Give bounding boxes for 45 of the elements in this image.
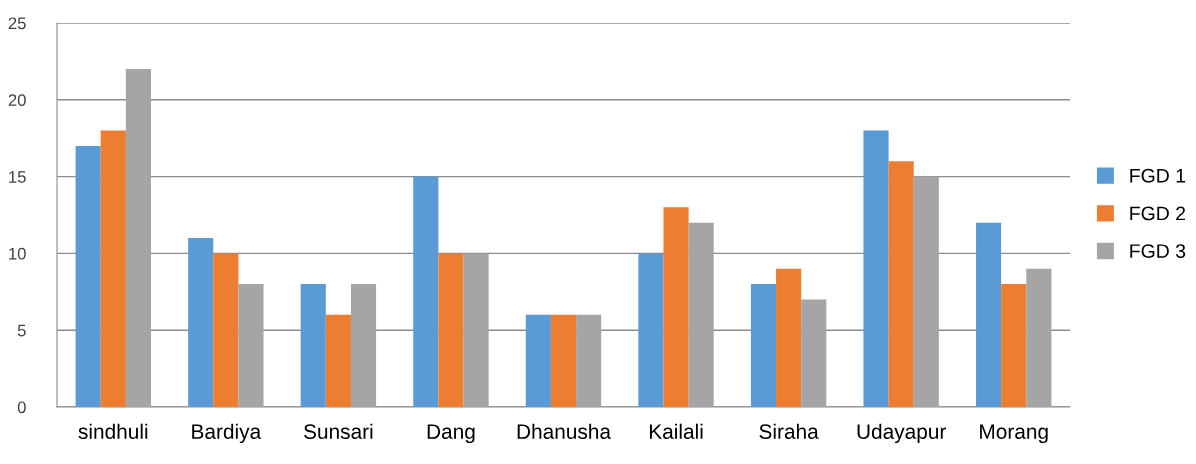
y-tick-label: 20 <box>8 94 26 106</box>
legend-label: FGD 3 <box>1130 244 1186 258</box>
y-tick-label: 15 <box>9 171 26 183</box>
bar <box>750 284 777 407</box>
bar <box>100 130 126 407</box>
bar <box>350 284 377 407</box>
x-tick-label: sindhuli <box>78 423 148 439</box>
bar <box>576 314 602 407</box>
x-tick-label: Udayapur <box>857 423 946 444</box>
bar <box>801 299 827 407</box>
bar <box>913 176 939 407</box>
bar <box>325 314 351 407</box>
bar <box>438 253 464 407</box>
y-tick-label: 5 <box>17 324 26 337</box>
bar <box>525 314 551 407</box>
bar <box>413 176 439 407</box>
x-tick-label: Sunsari <box>304 423 373 439</box>
bar <box>663 207 689 407</box>
y-tick-label: 25 <box>8 17 26 30</box>
legend-label: FGD 2 <box>1130 206 1186 221</box>
bar <box>1001 284 1027 407</box>
bar <box>300 284 326 407</box>
bar <box>863 130 889 407</box>
x-tick-label: Morang <box>980 424 1048 444</box>
bar <box>75 145 101 407</box>
bar <box>550 314 577 407</box>
bar <box>238 284 264 407</box>
bar <box>125 69 151 407</box>
bar <box>188 238 214 407</box>
x-tick-label: Siraha <box>759 423 819 439</box>
bar <box>1026 268 1052 407</box>
bar <box>776 268 802 407</box>
bar <box>638 253 664 407</box>
bar <box>976 222 1002 407</box>
x-tick-label: Dhanusha <box>517 423 611 439</box>
bar <box>888 161 914 407</box>
x-tick-label: Dang <box>427 424 475 444</box>
x-tick-label: Kailali <box>649 423 703 439</box>
y-tick-label: 10 <box>9 247 26 260</box>
legend-label: FGD 1 <box>1130 168 1186 183</box>
y-tick-label: 0 <box>17 401 26 414</box>
bar <box>213 253 239 407</box>
bar <box>688 222 714 407</box>
bar <box>463 253 489 407</box>
x-tick-label: Bardiya <box>192 423 262 444</box>
